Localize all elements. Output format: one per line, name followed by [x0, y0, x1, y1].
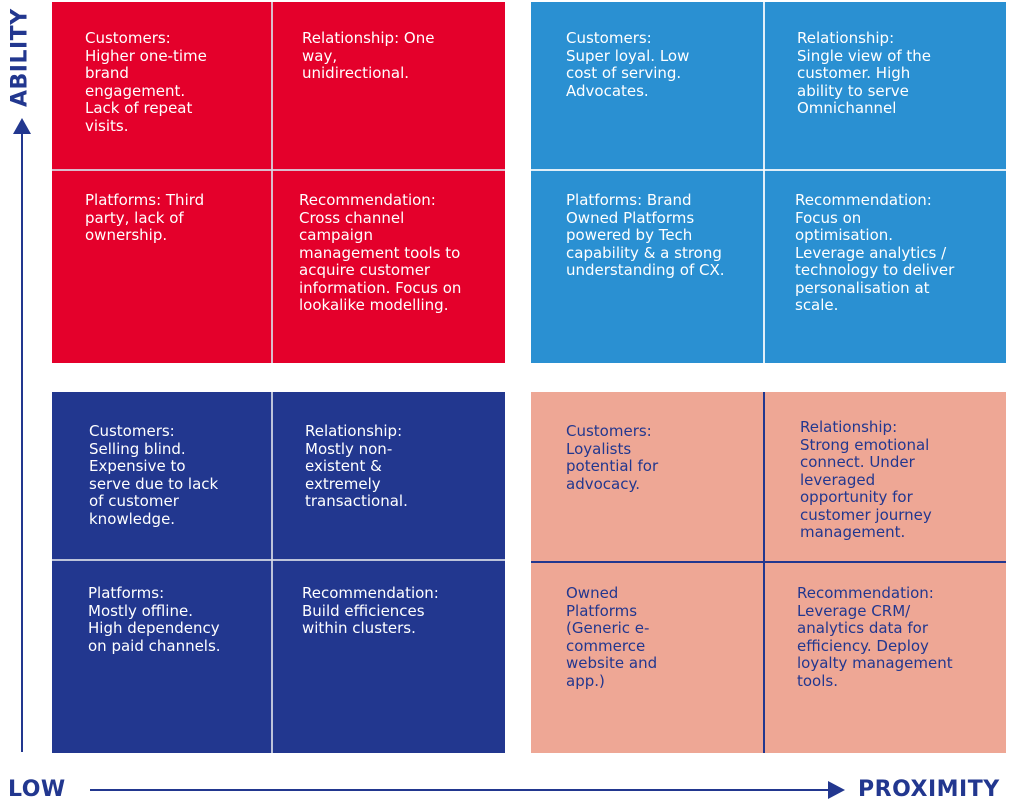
customers-text: Customers: Higher one-time brand engagem…: [85, 29, 207, 135]
customers-text: Customers: Selling blind. Expensive to s…: [89, 422, 219, 528]
quadrant-divider-vertical: [271, 392, 273, 753]
quadrant-divider-horizontal: [52, 559, 505, 561]
relationship-text: Relationship: One way, unidirectional.: [302, 29, 435, 82]
recommendation-text: Recommendation: Cross channel campaign m…: [299, 191, 462, 314]
platforms-text: Platforms: Third party, lack of ownershi…: [85, 191, 205, 244]
relationship-text: Relationship: Single view of the custome…: [797, 29, 932, 117]
recommendation-text: Recommendation: Leverage CRM/ analytics …: [797, 584, 953, 690]
quadrant-divider-horizontal: [531, 561, 1006, 563]
quadrant-divider-vertical: [763, 2, 765, 363]
platforms-text: Platforms: Mostly offline. High dependen…: [88, 584, 221, 655]
quadrant-divider-horizontal: [531, 169, 1006, 171]
relationship-text: Relationship: Mostly non- existent & ext…: [305, 422, 408, 510]
x-axis-low-label: LOW: [8, 777, 66, 802]
quadrant-top-right: Customers: Super loyal. Low cost of serv…: [531, 2, 1006, 363]
platforms-text: Platforms: Brand Owned Platforms powered…: [566, 191, 725, 279]
relationship-text: Relationship: Strong emotional connect. …: [800, 418, 932, 541]
quadrant-divider-horizontal: [52, 169, 505, 171]
recommendation-text: Recommendation: Focus on optimisation. L…: [795, 191, 955, 314]
quadrant-top-left: Customers: Higher one-time brand engagem…: [52, 2, 505, 363]
quadrant-divider-vertical: [271, 2, 273, 363]
x-axis-label: PROXIMITY: [858, 777, 1000, 802]
y-axis-arrowhead: [13, 118, 31, 134]
recommendation-text: Recommendation: Build efficiences within…: [302, 584, 439, 637]
quadrant-bottom-right: Customers: Loyalists potential for advoc…: [531, 392, 1006, 753]
platforms-text: Owned Platforms (Generic e- commerce web…: [566, 584, 658, 690]
quadrant-divider-vertical: [763, 392, 765, 753]
customers-text: Customers: Loyalists potential for advoc…: [566, 422, 659, 493]
quadrant-bottom-left: Customers: Selling blind. Expensive to s…: [52, 392, 505, 753]
y-axis-label: ABILITY: [7, 8, 33, 108]
x-axis-arrowhead: [828, 781, 845, 799]
customers-text: Customers: Super loyal. Low cost of serv…: [566, 29, 690, 100]
